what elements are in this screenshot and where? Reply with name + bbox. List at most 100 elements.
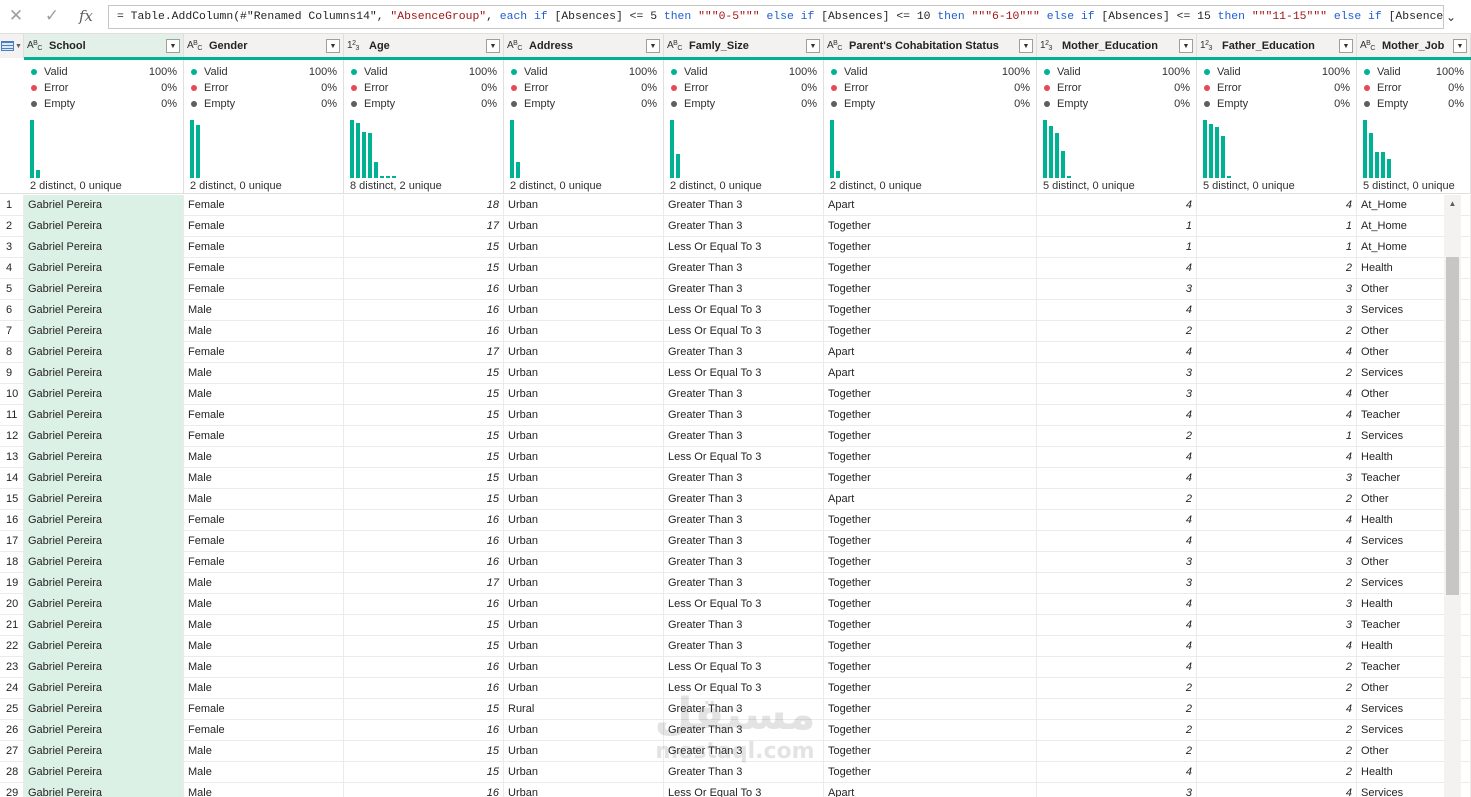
column-header-mother-job[interactable]: ABC Mother_Job ▼ [1357,34,1471,58]
table-cell[interactable]: Urban [504,552,664,573]
table-cell[interactable]: Greater Than 3 [664,216,824,237]
table-cell[interactable]: Gabriel Pereira [24,363,184,384]
table-cell[interactable]: Greater Than 3 [664,531,824,552]
table-cell[interactable]: 15 [344,489,504,510]
table-cell[interactable]: 2 [1037,489,1197,510]
table-cell[interactable]: 4 [1197,405,1357,426]
table-cell[interactable]: Female [184,216,344,237]
table-cell[interactable]: Gabriel Pereira [24,657,184,678]
table-cell[interactable]: Together [824,720,1037,741]
table-cell[interactable]: Male [184,762,344,783]
filter-dropdown-icon[interactable]: ▼ [1453,39,1467,53]
column-header-parent-s-cohabitation-status[interactable]: ABC Parent's Cohabitation Status ▼ [824,34,1037,58]
table-cell[interactable]: Gabriel Pereira [24,237,184,258]
table-cell[interactable]: Greater Than 3 [664,405,824,426]
table-cell[interactable]: 3 [1197,552,1357,573]
chevron-down-icon[interactable]: ⌄ [1445,10,1457,24]
table-cell[interactable]: 2 [1037,426,1197,447]
table-cell[interactable]: Gabriel Pereira [24,699,184,720]
table-cell[interactable]: Gabriel Pereira [24,594,184,615]
table-cell[interactable]: Apart [824,363,1037,384]
table-cell[interactable]: 4 [1037,405,1197,426]
table-cell[interactable]: Gabriel Pereira [24,531,184,552]
table-cell[interactable]: 16 [344,783,504,797]
table-cell[interactable]: Greater Than 3 [664,426,824,447]
table-cell[interactable]: Apart [824,783,1037,797]
table-cell[interactable]: 3 [1037,552,1197,573]
table-cell[interactable]: 15 [344,237,504,258]
table-cell[interactable]: 2 [1197,321,1357,342]
table-cell[interactable]: Gabriel Pereira [24,321,184,342]
table-cell[interactable]: Gabriel Pereira [24,258,184,279]
table-cell[interactable]: Greater Than 3 [664,552,824,573]
table-cell[interactable]: Female [184,510,344,531]
table-cell[interactable]: Urban [504,510,664,531]
table-cell[interactable]: Gabriel Pereira [24,678,184,699]
table-cell[interactable]: Female [184,531,344,552]
table-cell[interactable]: 15 [344,741,504,762]
vertical-scrollbar[interactable]: ▲ [1444,195,1461,797]
table-cell[interactable]: Together [824,678,1037,699]
table-cell[interactable]: 15 [344,468,504,489]
table-cell[interactable]: Together [824,762,1037,783]
table-cell[interactable]: Gabriel Pereira [24,762,184,783]
table-cell[interactable]: Urban [504,342,664,363]
table-cell[interactable]: Less Or Equal To 3 [664,300,824,321]
table-cell[interactable]: Male [184,447,344,468]
table-cell[interactable]: 4 [1037,762,1197,783]
table-cell[interactable]: Gabriel Pereira [24,405,184,426]
table-cell[interactable]: Male [184,573,344,594]
table-cell[interactable]: Urban [504,258,664,279]
table-cell[interactable]: Greater Than 3 [664,762,824,783]
table-cell[interactable]: 3 [1197,279,1357,300]
table-cell[interactable]: Male [184,741,344,762]
table-cell[interactable]: 2 [1197,657,1357,678]
table-cell[interactable]: 15 [344,363,504,384]
table-cell[interactable]: Female [184,342,344,363]
table-cell[interactable]: Gabriel Pereira [24,384,184,405]
table-cell[interactable]: Together [824,573,1037,594]
text-type-icon[interactable]: ABC [507,40,522,52]
table-cell[interactable]: Gabriel Pereira [24,426,184,447]
number-type-icon[interactable]: 123 [1040,40,1052,52]
table-cell[interactable]: Urban [504,426,664,447]
table-cell[interactable]: Greater Than 3 [664,636,824,657]
text-type-icon[interactable]: ABC [827,40,842,52]
table-cell[interactable]: Less Or Equal To 3 [664,363,824,384]
table-cell[interactable]: 4 [1197,195,1357,216]
table-cell[interactable]: 2 [1037,720,1197,741]
table-cell[interactable]: Gabriel Pereira [24,510,184,531]
table-cell[interactable]: Together [824,426,1037,447]
table-cell[interactable]: Rural [504,699,664,720]
column-header-famly-size[interactable]: ABC Famly_Size ▼ [664,34,824,58]
table-cell[interactable]: Urban [504,741,664,762]
table-cell[interactable]: 4 [1197,636,1357,657]
table-cell[interactable]: Gabriel Pereira [24,216,184,237]
table-cell[interactable]: 2 [1197,720,1357,741]
filter-dropdown-icon[interactable]: ▼ [486,39,500,53]
table-cell[interactable]: Less Or Equal To 3 [664,783,824,797]
table-cell[interactable]: Urban [504,405,664,426]
table-cell[interactable]: Urban [504,489,664,510]
column-header-age[interactable]: 123 Age ▼ [344,34,504,58]
table-cell[interactable]: Female [184,279,344,300]
table-cell[interactable]: Apart [824,342,1037,363]
fx-icon[interactable]: fx [78,7,93,25]
table-cell[interactable]: 2 [1037,678,1197,699]
table-cell[interactable]: 15 [344,405,504,426]
table-cell[interactable]: 15 [344,258,504,279]
table-cell[interactable]: Male [184,636,344,657]
table-cell[interactable]: Together [824,699,1037,720]
table-cell[interactable]: Male [184,363,344,384]
table-cell[interactable]: Male [184,783,344,797]
table-cell[interactable]: Less Or Equal To 3 [664,657,824,678]
check-icon[interactable]: ✓ [44,6,60,25]
table-cell[interactable]: Urban [504,468,664,489]
table-cell[interactable]: Greater Than 3 [664,615,824,636]
table-cell[interactable]: Less Or Equal To 3 [664,237,824,258]
table-cell[interactable]: 2 [1197,489,1357,510]
text-type-icon[interactable]: ABC [187,40,202,52]
table-cell[interactable]: Greater Than 3 [664,720,824,741]
table-cell[interactable]: 3 [1037,384,1197,405]
table-cell[interactable]: Greater Than 3 [664,741,824,762]
